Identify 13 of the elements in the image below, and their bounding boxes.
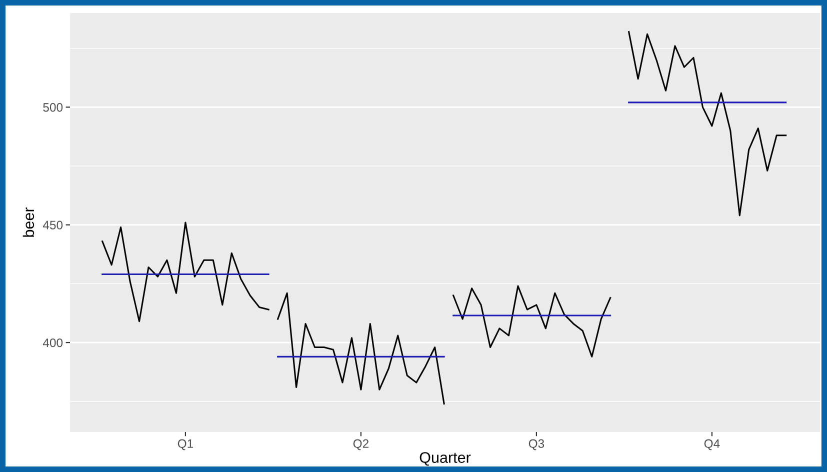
y-tick-label: 450 xyxy=(42,220,63,230)
x-tick-label: Q1 xyxy=(178,439,194,450)
x-tick-label: Q4 xyxy=(704,439,720,450)
y-axis-title: beer xyxy=(22,207,34,237)
line-series xyxy=(277,292,445,405)
x-axis-title: Quarter xyxy=(420,452,471,466)
x-tick-label: Q2 xyxy=(353,439,368,450)
line-series xyxy=(628,31,787,216)
x-tick-label: Q3 xyxy=(528,439,544,450)
y-tick-label: 400 xyxy=(42,338,63,348)
line-series xyxy=(452,285,612,358)
y-tick-label: 500 xyxy=(43,103,63,112)
line-series xyxy=(102,222,270,322)
